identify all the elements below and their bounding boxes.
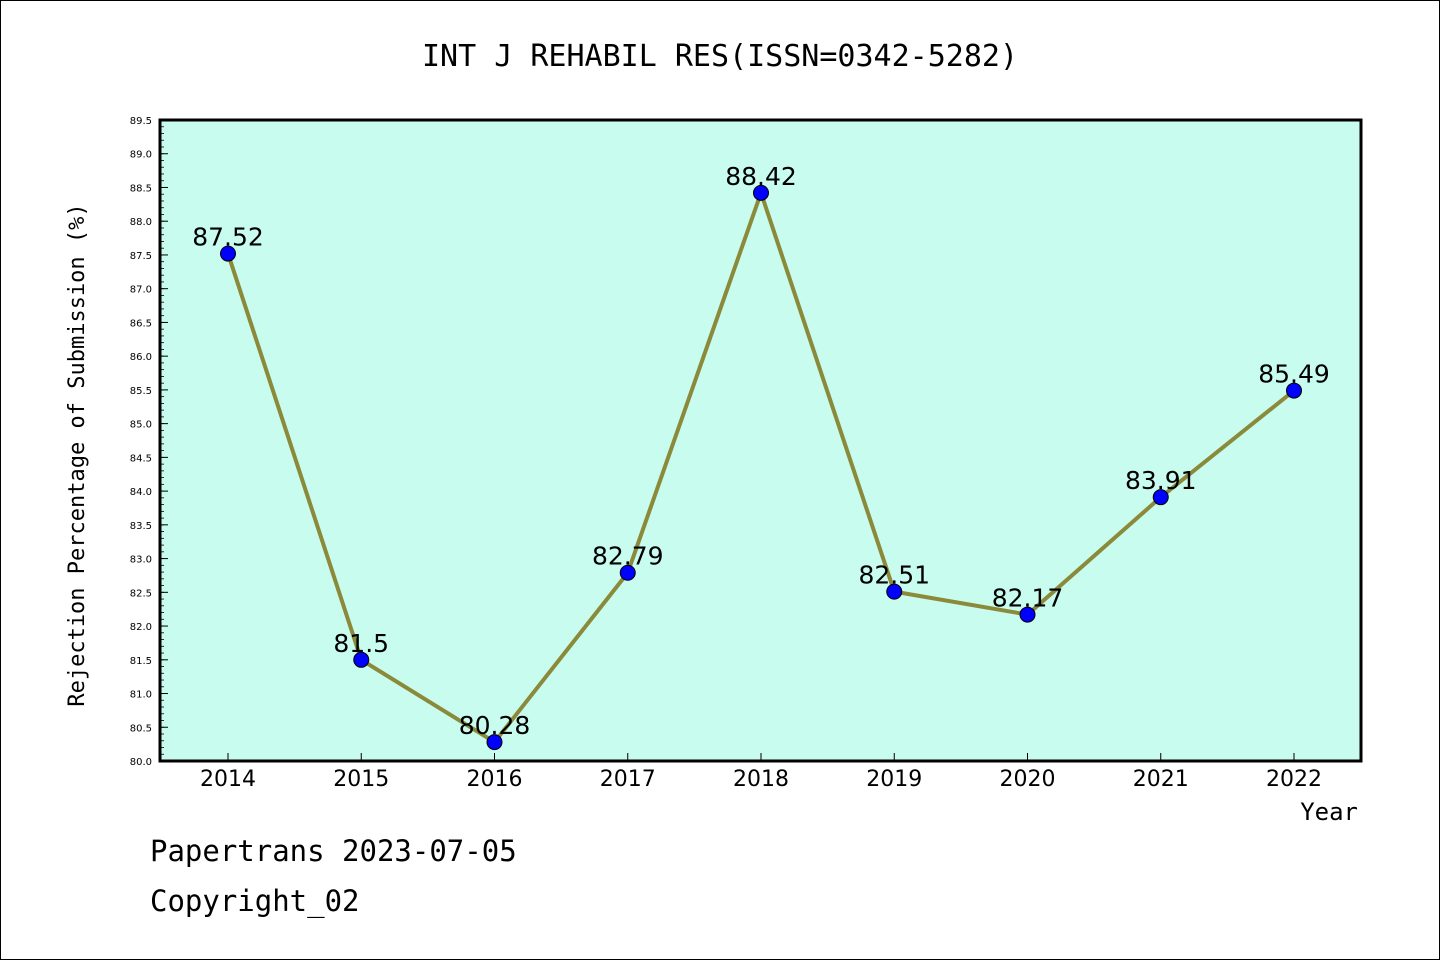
y-tick-label: 82.0: [130, 622, 152, 633]
y-tick-label: 87.0: [130, 285, 152, 296]
data-label: 82.17: [992, 584, 1064, 613]
footer-copyright: Copyright_02: [150, 884, 360, 918]
y-tick-label: 80.0: [130, 757, 152, 768]
y-tick-label: 81.0: [130, 690, 152, 701]
plot-area: [158, 118, 1363, 763]
x-axis: 2014 2015 2016 2017 2018 2019 2020 2021 2022: [200, 753, 1322, 792]
data-label: 82.79: [592, 542, 664, 571]
data-label: 82.51: [858, 561, 930, 590]
data-point: [753, 184, 769, 201]
y-tick-label: 85.5: [130, 386, 152, 397]
data-label: 83.91: [1125, 466, 1197, 495]
data-label: 88.42: [725, 162, 797, 191]
data-point: [353, 651, 370, 668]
x-tick-label: 2022: [1266, 767, 1322, 792]
data-point: [220, 245, 236, 262]
y-axis-label: Rejection Percentage of Submission (%): [65, 203, 90, 706]
data-label: 87.52: [192, 223, 264, 252]
y-tick-label: 86.5: [130, 318, 152, 329]
data-point: [1152, 489, 1169, 506]
x-tick-label: 2015: [333, 767, 389, 792]
y-tick-label: 89.0: [130, 150, 152, 161]
data-point: [886, 583, 903, 600]
y-tick-label: 80.5: [130, 723, 152, 734]
x-tick-label: 2019: [866, 767, 922, 792]
y-tick-label: 88.0: [130, 217, 152, 228]
footer-date: Papertrans 2023-07-05: [150, 834, 517, 868]
series: [220, 184, 1302, 751]
data-point: [619, 564, 636, 581]
data-point: [1019, 606, 1036, 623]
data-label: 80.28: [459, 711, 531, 740]
data-point: [1286, 382, 1302, 399]
x-tick-label: 2018: [733, 767, 789, 792]
y-axis: 80.0 80.5 81.0 81.5 82.0 82.5 83.0 83.5 84.0 84.5…: [130, 116, 168, 768]
x-tick-label: 2020: [1000, 767, 1056, 792]
y-tick-label: 85.0: [130, 420, 152, 431]
y-tick-label: 84.5: [130, 453, 152, 464]
x-tick-label: 2021: [1133, 767, 1189, 792]
data-label: 81.5: [333, 629, 389, 658]
y-tick-label: 84.0: [130, 487, 152, 498]
data-label: 85.49: [1258, 360, 1330, 389]
y-tick-label: 89.5: [130, 116, 152, 127]
x-tick-label: 2016: [467, 767, 523, 792]
y-tick-label: 83.5: [130, 521, 152, 532]
x-tick-label: 2017: [600, 767, 656, 792]
chart-title: INT J REHABIL RES(ISSN=0342-5282): [422, 39, 1018, 74]
y-tick-label: 86.0: [130, 352, 152, 363]
y-tick-label: 88.5: [130, 183, 152, 194]
y-tick-label: 87.5: [130, 251, 152, 262]
y-tick-label: 83.0: [130, 555, 152, 566]
x-axis-label: Year: [1300, 798, 1358, 826]
y-tick-label: 82.5: [130, 588, 152, 599]
data-labels: 87.52 81.5 80.28 82.79 88.42 82.51 82.17 83.91 8…: [192, 162, 1330, 740]
x-tick-label: 2014: [200, 767, 256, 792]
y-tick-label: 81.5: [130, 656, 152, 667]
data-point: [486, 734, 503, 751]
